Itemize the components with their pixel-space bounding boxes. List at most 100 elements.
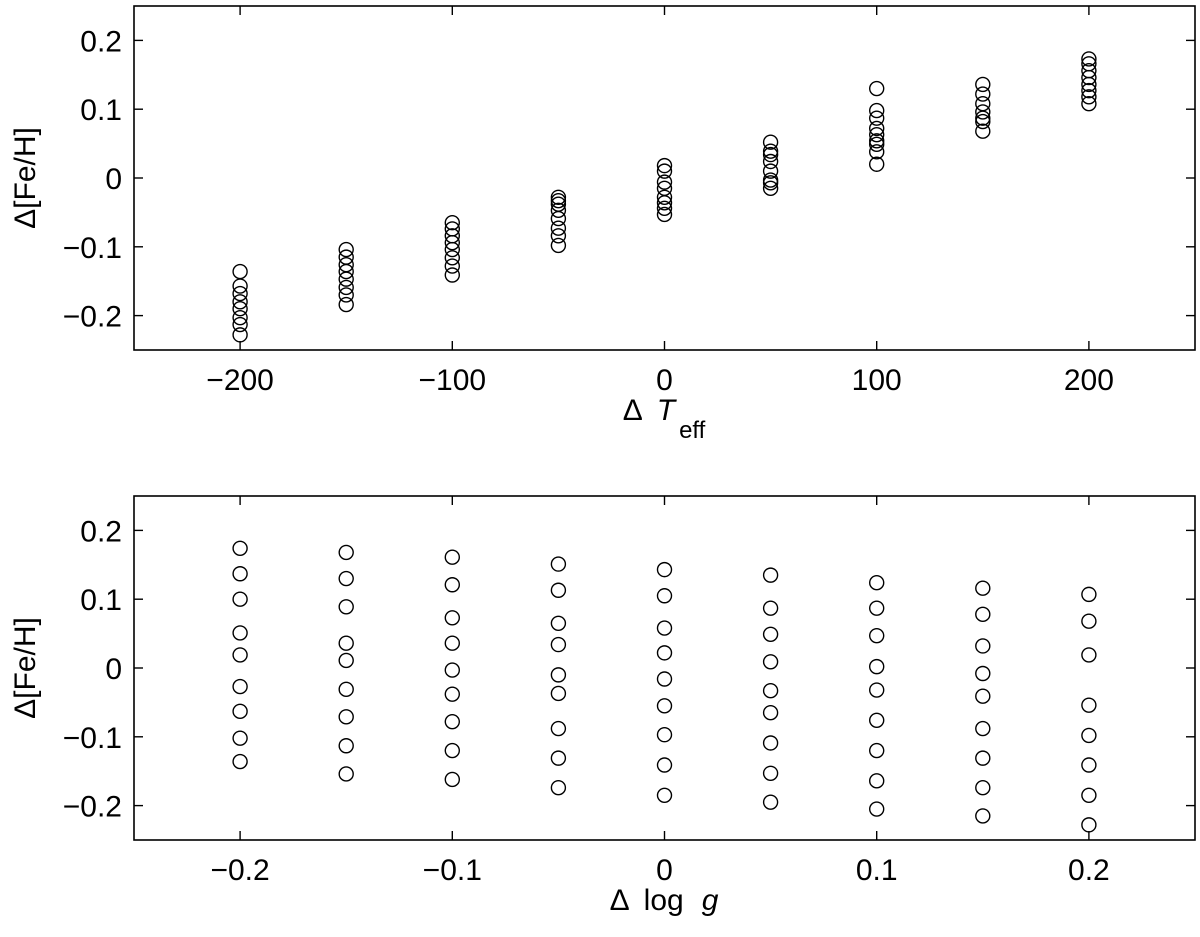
data-points [232,540,1097,833]
data-point [975,580,991,596]
data-point [444,610,460,626]
x-tick-label: −100 [419,364,487,397]
data-point [338,263,354,280]
y-axis-label: Δ[Fe/H] [9,127,42,229]
data-point [1081,727,1097,744]
data-point [975,123,991,139]
data-point [975,606,991,623]
ticks: −0.2 −0.1 0 0.1 0.2 0.2 0.1 0 −0.1 −0.2 [63,496,1195,887]
data-point [656,195,673,211]
data-point [550,237,567,254]
data-point [656,787,673,803]
data-point [1081,586,1097,603]
data-point [1081,613,1097,629]
data-point [869,801,885,817]
data-point [338,296,354,313]
data-point [550,556,567,572]
data-point [338,271,354,287]
data-point [444,577,460,593]
data-point [232,566,248,582]
x-tick-label: −0.1 [423,854,482,887]
panel-teff: Δ[Fe/H] Δ Teff −200 −100 0 100 200 0.2 0.1 0 −0.1… [9,5,1196,444]
data-point [550,720,567,737]
y-tick-label: −0.1 [63,232,122,265]
x-axis-label: Δ Teff [623,394,706,444]
data-point [444,742,460,759]
data-point [869,120,885,137]
data-point [762,600,779,616]
data-point [762,654,779,670]
data-point [232,591,248,607]
data-point [550,220,567,236]
data-point [869,682,885,698]
data-point [232,730,248,746]
data-point [975,76,991,93]
data-point [1081,82,1097,99]
data-point [762,794,779,810]
data-point [444,549,460,565]
data-point [975,780,991,796]
data-point [550,582,567,598]
data-point [338,544,354,561]
x-tick-label: 0.1 [856,854,898,887]
x-axis-label-prefix: Δ [610,884,630,917]
data-point [232,678,248,695]
y-tick-label: 0 [105,163,122,196]
data-point [1081,69,1097,86]
x-tick-label: 0 [656,854,673,887]
data-point [550,615,567,631]
data-point [869,658,885,675]
data-point [338,652,354,669]
data-point [232,285,248,302]
data-point [869,136,885,152]
data-point [762,683,779,699]
data-point [550,685,567,702]
data-point [762,567,779,583]
data-point [550,780,567,796]
data-point [550,667,567,683]
y-tick-label: 0.1 [80,584,122,617]
data-point [656,588,673,604]
data-point [1081,817,1097,833]
x-tick-label: −200 [206,364,274,397]
data-point [869,144,885,160]
data-point [975,86,991,102]
data-point [762,705,779,721]
y-axis-label: Δ[Fe/H] [9,617,42,719]
data-point [1081,757,1097,773]
data-point [550,636,567,653]
y-tick-label: 0 [105,653,122,686]
x-tick-label: −0.2 [210,854,269,887]
x-tick-label: 0 [656,364,673,397]
data-point [656,163,673,179]
data-point [1081,51,1097,67]
x-axis-label-subscript: eff [679,417,706,444]
y-tick-label: 0.2 [80,25,122,58]
data-point [444,234,460,251]
data-point [338,709,354,725]
data-point [338,681,354,698]
data-point [1081,89,1097,105]
data-point [762,153,779,170]
data-point [656,727,673,743]
data-point [975,688,991,704]
data-point [869,574,885,591]
data-point [869,102,885,119]
data-point [444,662,460,678]
data-point [869,126,885,143]
data-point [975,750,991,766]
data-point [232,540,248,556]
y-tick-label: −0.1 [63,722,122,755]
data-point [869,773,885,789]
data-point [656,620,673,636]
data-point [338,599,354,615]
data-point [550,193,567,209]
data-point [232,309,248,326]
data-point [762,163,779,179]
data-point [762,765,779,781]
data-point [338,766,354,782]
data-point [232,703,248,720]
